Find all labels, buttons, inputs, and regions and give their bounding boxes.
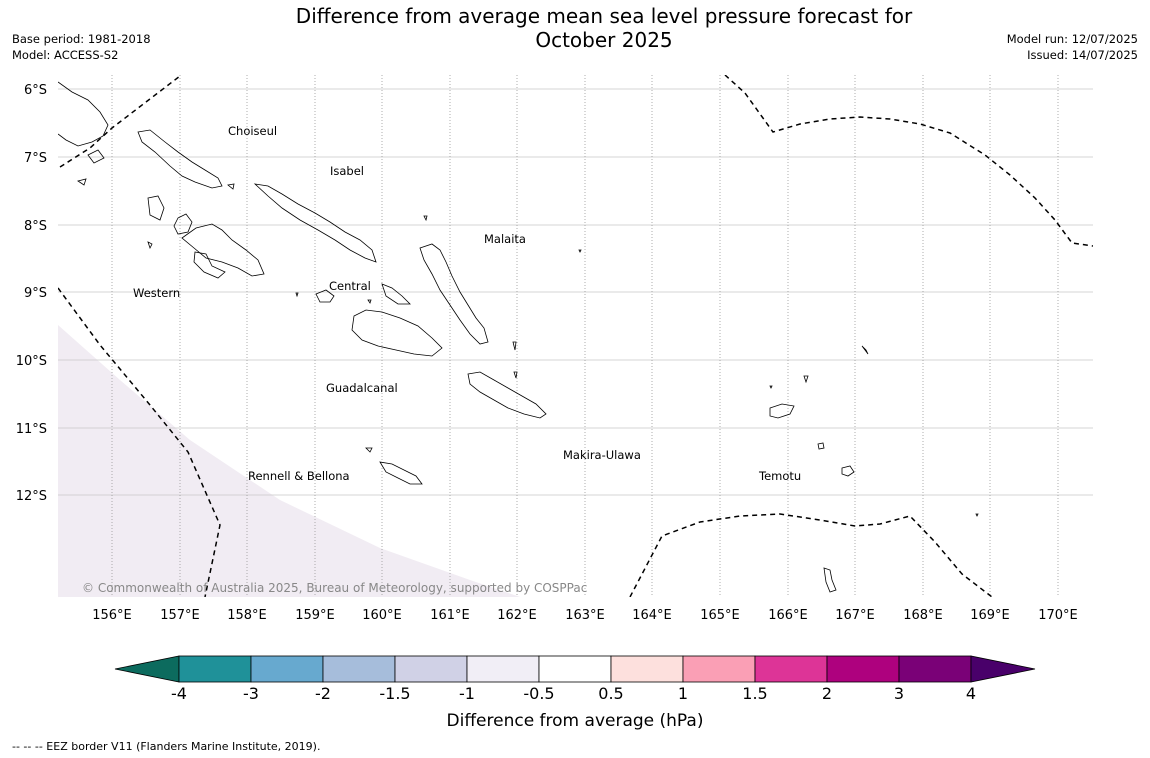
lat-labels: 6°S 7°S 8°S 9°S 10°S 11°S 12°S: [16, 83, 47, 504]
colorbar-segments: [114, 655, 1036, 683]
island-rennell: [379, 461, 423, 485]
colorbar-tick-label: 3: [894, 684, 904, 703]
lat-label-6s: 6°S: [24, 83, 47, 98]
colorbar: -4 -3 -2 -1.5 -1 -0.5 0.5 1 1.5 2 3 4 Difference fr…: [114, 655, 1036, 731]
lon-label-164e: 164°E: [632, 608, 672, 623]
title-line-2: October 2025: [535, 28, 673, 52]
colorbar-tick-label: 1.5: [742, 684, 767, 703]
title-line-1: Difference from average mean sea level p…: [295, 4, 913, 28]
lat-label-12s: 12°S: [16, 489, 47, 504]
lat-label-11s: 11°S: [16, 422, 47, 437]
lon-label-167e: 167°E: [835, 608, 875, 623]
region-labels: Choiseul Isabel Malaita Western Central …: [133, 124, 801, 483]
region-label-rennell-bellona: Rennell & Bellona: [248, 469, 350, 483]
copyright-text: © Commonwealth of Australia 2025, Bureau…: [82, 581, 587, 595]
colorbar-tick-label: 4: [966, 684, 976, 703]
region-label-western: Western: [133, 286, 180, 300]
colorbar-tick-label: -1.5: [379, 684, 410, 703]
lon-label-163e: 163°E: [565, 608, 605, 623]
colorbar-segment: [826, 655, 900, 683]
island-guadalcanal: [351, 309, 443, 357]
lon-label-158e: 158°E: [227, 608, 267, 623]
lat-label-7s: 7°S: [24, 151, 47, 166]
lat-label-8s: 8°S: [24, 219, 47, 234]
colorbar-tick-label: -2: [315, 684, 331, 703]
colorbar-segment: [754, 655, 828, 683]
island-malaita: [419, 243, 489, 345]
lon-labels: 156°E 157°E 158°E 159°E 160°E 161°E 162°…: [92, 608, 1078, 623]
island-central: [315, 289, 335, 303]
island-new-georgia: [181, 223, 265, 277]
colorbar-segment: [898, 655, 972, 683]
lon-label-160e: 160°E: [362, 608, 402, 623]
model-run-date: Model run: 12/07/2025: [1006, 32, 1138, 46]
colorbar-segment: [394, 655, 468, 683]
base-period: Base period: 1981-2018: [12, 32, 151, 46]
region-label-makira-ulawa: Makira-Ulawa: [563, 448, 641, 462]
issued-date: Issued: 14/07/2025: [1027, 48, 1138, 62]
colorbar-segment: [610, 655, 684, 683]
colorbar-ticks: -4 -3 -2 -1.5 -1 -0.5 0.5 1 1.5 2 3 4: [171, 684, 976, 703]
lat-label-10s: 10°S: [16, 354, 47, 369]
lon-gridlines: [111, 75, 1059, 597]
model-info: Base period: 1981-2018 Model: ACCESS-S2: [12, 31, 151, 63]
lon-label-162e: 162°E: [497, 608, 537, 623]
figure-title: Difference from average mean sea level p…: [250, 4, 958, 52]
colorbar-tick-label: 0.5: [598, 684, 623, 703]
colorbar-segment: [250, 655, 324, 683]
colorbar-segment: [322, 655, 396, 683]
lon-label-169e: 169°E: [970, 608, 1010, 623]
region-label-isabel: Isabel: [330, 164, 364, 178]
colorbar-segment: [178, 655, 252, 683]
lon-label-159e: 159°E: [295, 608, 335, 623]
colorbar-extend-low: [114, 655, 180, 683]
lon-label-170e: 170°E: [1038, 608, 1078, 623]
lon-label-166e: 166°E: [768, 608, 808, 623]
island-bougainville: [58, 81, 109, 147]
lat-gridlines: [58, 88, 1093, 496]
lon-label-161e: 161°E: [430, 608, 470, 623]
lon-label-156e: 156°E: [92, 608, 132, 623]
region-label-malaita: Malaita: [484, 232, 526, 246]
colorbar-segment: [682, 655, 756, 683]
lon-label-157e: 157°E: [160, 608, 200, 623]
run-info: Model run: 12/07/2025 Issued: 14/07/2025: [1007, 31, 1138, 63]
lon-label-165e: 165°E: [700, 608, 740, 623]
island-santa-cruz: [769, 403, 795, 419]
colorbar-tick-label: -4: [171, 684, 187, 703]
island-isabel: [253, 183, 377, 263]
colorbar-tick-label: 2: [822, 684, 832, 703]
model-name: Model: ACCESS-S2: [12, 48, 119, 62]
region-label-temotu: Temotu: [758, 469, 801, 483]
eez-footnote: -- -- -- EEZ border V11 (Flanders Marine…: [12, 740, 321, 753]
island-makira: [467, 371, 547, 419]
colorbar-tick-label: -3: [243, 684, 259, 703]
colorbar-extend-high: [970, 655, 1036, 683]
colorbar-segment: [466, 655, 540, 683]
lon-label-168e: 168°E: [903, 608, 943, 623]
island-kolombangara: [173, 213, 193, 235]
island-choiseul: [137, 129, 223, 189]
colorbar-tick-label: -0.5: [523, 684, 554, 703]
region-label-guadalcanal: Guadalcanal: [326, 381, 398, 395]
colorbar-tick-label: -1: [459, 684, 475, 703]
lat-label-9s: 9°S: [24, 286, 47, 301]
eez-border: [58, 75, 1093, 597]
region-label-choiseul: Choiseul: [228, 124, 277, 138]
colorbar-tick-label: 1: [678, 684, 688, 703]
colorbar-label: Difference from average (hPa): [447, 711, 704, 731]
anomaly-shading: [58, 325, 520, 597]
island-outlines: [58, 81, 979, 593]
colorbar-segment: [538, 655, 612, 683]
region-label-central: Central: [329, 279, 371, 293]
